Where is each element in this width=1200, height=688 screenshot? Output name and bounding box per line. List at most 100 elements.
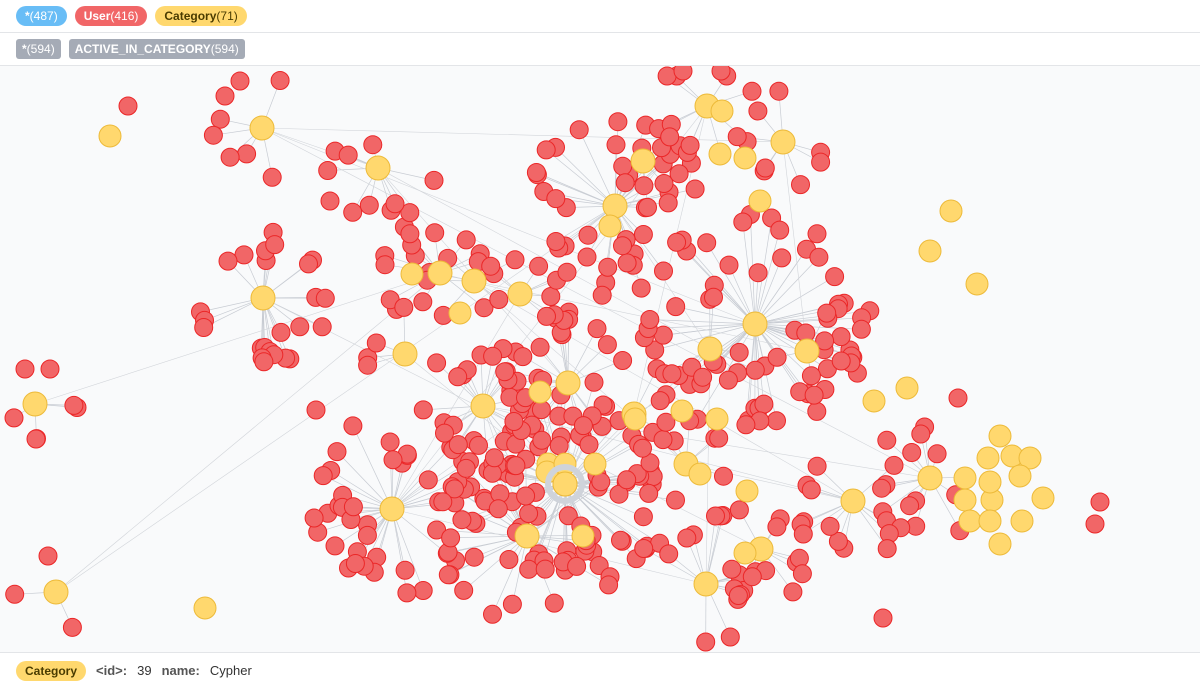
- user-node[interactable]: [748, 101, 768, 121]
- user-node[interactable]: [519, 504, 539, 523]
- user-node[interactable]: [755, 158, 775, 178]
- user-node[interactable]: [345, 554, 365, 573]
- user-node[interactable]: [290, 317, 310, 337]
- user-node[interactable]: [948, 388, 968, 408]
- user-node[interactable]: [720, 627, 740, 647]
- user-node[interactable]: [535, 559, 555, 579]
- category-node[interactable]: [770, 129, 796, 155]
- user-node[interactable]: [745, 360, 765, 380]
- category-node[interactable]: [623, 407, 647, 431]
- user-node[interactable]: [645, 340, 665, 360]
- user-node[interactable]: [433, 492, 453, 512]
- graph-canvas[interactable]: [0, 66, 1200, 652]
- user-node[interactable]: [516, 486, 536, 506]
- user-node[interactable]: [15, 359, 35, 379]
- user-node[interactable]: [325, 536, 345, 556]
- user-node[interactable]: [900, 496, 920, 516]
- user-node[interactable]: [793, 524, 813, 544]
- user-node[interactable]: [801, 366, 821, 386]
- user-node[interactable]: [400, 224, 420, 244]
- user-node[interactable]: [438, 565, 458, 585]
- user-node[interactable]: [873, 608, 893, 628]
- category-node[interactable]: [470, 393, 496, 419]
- category-node[interactable]: [365, 155, 391, 181]
- user-node[interactable]: [526, 163, 546, 182]
- user-node[interactable]: [567, 556, 587, 576]
- user-node[interactable]: [577, 247, 597, 267]
- category-node[interactable]: [976, 446, 1000, 470]
- category-node[interactable]: [379, 496, 405, 522]
- user-node[interactable]: [666, 297, 686, 317]
- user-node[interactable]: [633, 438, 652, 458]
- user-node[interactable]: [877, 539, 897, 559]
- category-node[interactable]: [555, 370, 581, 396]
- category-node[interactable]: [917, 465, 943, 491]
- user-node[interactable]: [448, 367, 468, 387]
- user-node[interactable]: [653, 430, 673, 450]
- user-node[interactable]: [597, 335, 617, 355]
- user-node[interactable]: [536, 140, 556, 160]
- user-node[interactable]: [815, 331, 835, 351]
- user-node[interactable]: [677, 528, 697, 548]
- user-node[interactable]: [481, 256, 501, 276]
- user-node[interactable]: [395, 560, 415, 580]
- selected-category-node[interactable]: [552, 471, 578, 497]
- user-node[interactable]: [638, 197, 657, 217]
- user-node[interactable]: [722, 559, 742, 579]
- user-node[interactable]: [532, 430, 552, 450]
- user-node[interactable]: [343, 497, 363, 517]
- user-node[interactable]: [529, 256, 549, 276]
- user-node[interactable]: [584, 372, 604, 392]
- user-node[interactable]: [363, 135, 383, 155]
- user-node[interactable]: [299, 254, 318, 274]
- user-node[interactable]: [452, 510, 472, 530]
- user-node[interactable]: [578, 225, 598, 245]
- user-node[interactable]: [742, 567, 762, 587]
- user-node[interactable]: [357, 525, 377, 545]
- user-node[interactable]: [714, 466, 733, 486]
- user-node[interactable]: [617, 253, 637, 273]
- user-node[interactable]: [807, 456, 827, 476]
- user-node[interactable]: [262, 167, 282, 187]
- user-node[interactable]: [495, 362, 515, 382]
- category-label-pill[interactable]: Category (71): [155, 6, 247, 26]
- user-node[interactable]: [729, 342, 749, 362]
- user-node[interactable]: [549, 436, 569, 456]
- user-node[interactable]: [484, 448, 504, 468]
- graph-visualization[interactable]: [0, 66, 1200, 652]
- user-node[interactable]: [662, 364, 682, 384]
- user-node[interactable]: [499, 550, 519, 569]
- category-node[interactable]: [710, 99, 734, 123]
- category-node[interactable]: [1010, 509, 1034, 533]
- user-node[interactable]: [791, 175, 810, 195]
- user-node[interactable]: [4, 408, 24, 428]
- user-node[interactable]: [194, 318, 214, 337]
- user-node[interactable]: [657, 66, 677, 86]
- user-node[interactable]: [546, 189, 566, 209]
- user-node[interactable]: [613, 351, 633, 370]
- user-node[interactable]: [519, 559, 539, 579]
- selected-node-halo[interactable]: [545, 464, 585, 504]
- category-node[interactable]: [939, 199, 963, 223]
- user-node[interactable]: [884, 455, 904, 475]
- user-node[interactable]: [270, 71, 290, 90]
- user-node[interactable]: [801, 480, 821, 500]
- user-node[interactable]: [541, 287, 561, 306]
- user-node[interactable]: [454, 580, 474, 600]
- user-node[interactable]: [615, 173, 635, 193]
- user-node[interactable]: [456, 458, 476, 478]
- user-node[interactable]: [38, 546, 58, 566]
- category-node[interactable]: [953, 466, 977, 490]
- category-node[interactable]: [918, 239, 942, 263]
- user-node[interactable]: [634, 176, 654, 196]
- user-node[interactable]: [733, 212, 753, 232]
- user-node[interactable]: [608, 112, 628, 132]
- user-node[interactable]: [727, 127, 747, 147]
- user-node[interactable]: [203, 125, 223, 145]
- user-label-pill[interactable]: User (416): [74, 6, 148, 26]
- user-node[interactable]: [237, 144, 257, 164]
- user-node[interactable]: [673, 66, 693, 81]
- category-node[interactable]: [98, 124, 122, 148]
- user-node[interactable]: [558, 506, 578, 526]
- user-node[interactable]: [809, 247, 829, 267]
